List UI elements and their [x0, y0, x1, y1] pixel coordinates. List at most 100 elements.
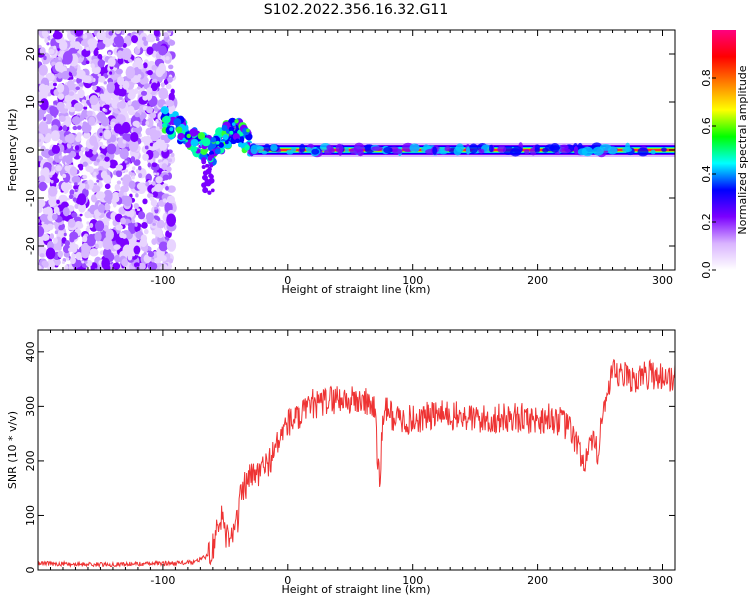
noise-blob — [137, 44, 141, 50]
noise-blob — [43, 116, 47, 122]
noise-blob — [117, 57, 124, 65]
spectrogram-ytick-label-3: 10 — [24, 95, 37, 109]
noise-blob — [57, 250, 64, 258]
carrier-blob — [497, 145, 507, 154]
carrier-blob — [391, 148, 403, 155]
noise-blob — [136, 208, 141, 212]
noise-blob — [63, 252, 70, 258]
noise-blob — [83, 106, 88, 110]
noise-blob — [158, 87, 169, 100]
noise-blob — [137, 211, 146, 220]
noise-blob — [124, 169, 129, 173]
noise-blob — [116, 114, 126, 124]
carrier-blob — [257, 145, 264, 152]
noise-blob — [58, 130, 66, 139]
noise-blob — [162, 165, 166, 170]
noise-blob — [72, 70, 77, 77]
noise-blob — [86, 110, 93, 117]
noise-blob — [48, 48, 55, 55]
noise-blob — [165, 99, 175, 107]
noise-blob — [86, 221, 90, 225]
carrier-blob — [270, 144, 278, 152]
noise-blob — [147, 251, 155, 258]
tail-blob — [204, 178, 208, 182]
noise-blob — [64, 264, 69, 270]
noise-blob — [145, 120, 150, 126]
noise-blob — [149, 112, 157, 119]
noise-blob — [101, 145, 106, 149]
noise-blob — [144, 145, 149, 150]
noise-blob — [113, 244, 121, 251]
noise-blob — [72, 197, 77, 202]
noise-blob — [74, 189, 78, 193]
transition-blob — [218, 142, 224, 148]
noise-blob — [121, 121, 131, 134]
noise-blob — [98, 75, 106, 83]
noise-blob — [95, 243, 99, 249]
noise-blob — [88, 38, 98, 50]
noise-blob — [120, 217, 126, 225]
noise-blob — [158, 219, 165, 229]
noise-blob — [122, 133, 129, 141]
noise-blob — [81, 75, 92, 84]
carrier-blob — [299, 143, 306, 153]
transition-blob — [232, 133, 240, 141]
noise-blob — [150, 199, 158, 207]
tail-blob — [205, 163, 209, 168]
noise-blob — [104, 156, 110, 162]
noise-blob — [131, 35, 139, 44]
carrier-blob — [650, 149, 656, 155]
noise-blob — [49, 106, 59, 117]
noise-blob — [57, 83, 65, 94]
noise-blob — [122, 233, 127, 239]
noise-blob — [39, 213, 50, 223]
noise-blob — [121, 48, 132, 61]
noise-blob — [128, 171, 133, 176]
noise-blob — [76, 132, 82, 138]
noise-blob — [46, 259, 55, 270]
noise-blob — [133, 245, 141, 255]
noise-blob — [66, 79, 75, 91]
noise-blob — [78, 202, 86, 213]
noise-blob — [62, 173, 67, 179]
noise-blob — [94, 267, 98, 270]
noise-blob — [162, 198, 167, 203]
noise-blob — [124, 160, 128, 163]
noise-blob — [107, 57, 116, 67]
noise-blob — [69, 231, 79, 240]
carrier-blob — [371, 146, 383, 151]
noise-blob — [114, 30, 122, 35]
noise-blob — [143, 62, 148, 69]
noise-blob — [85, 46, 90, 51]
noise-blob — [107, 51, 112, 56]
noise-blob — [85, 259, 93, 267]
noise-blob — [152, 141, 160, 150]
transition-blob — [173, 118, 182, 126]
carrier-blob — [286, 149, 294, 155]
noise-blob — [73, 182, 78, 186]
noise-blob — [153, 172, 157, 176]
spectrogram-xtick-label-4: 300 — [652, 274, 673, 287]
spectrogram-ytick-label-1: -10 — [24, 189, 37, 207]
noise-blob — [155, 37, 160, 42]
noise-blob — [57, 72, 63, 79]
noise-blob — [123, 177, 131, 184]
noise-blob — [41, 260, 49, 267]
colorbar-ticks: 0.0 0.2 0.4 0.6 0.8 — [700, 69, 716, 279]
noise-blob — [122, 80, 130, 90]
noise-blob — [127, 100, 132, 106]
snr-frame — [37, 329, 676, 571]
carrier-blob — [488, 144, 494, 153]
noise-blob — [170, 152, 175, 158]
transition-blob — [225, 140, 229, 145]
snr-series-line — [38, 358, 675, 569]
noise-blob — [68, 91, 75, 96]
noise-blob — [61, 70, 70, 80]
noise-blob — [127, 105, 135, 116]
noise-blob — [56, 199, 60, 205]
tail-blob — [208, 173, 213, 179]
noise-blob — [167, 185, 176, 193]
carrier-blob — [548, 145, 561, 151]
noise-blob — [143, 40, 148, 46]
